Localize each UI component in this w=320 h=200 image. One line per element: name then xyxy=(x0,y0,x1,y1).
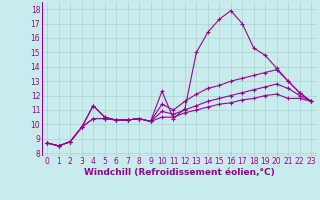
X-axis label: Windchill (Refroidissement éolien,°C): Windchill (Refroidissement éolien,°C) xyxy=(84,168,275,177)
